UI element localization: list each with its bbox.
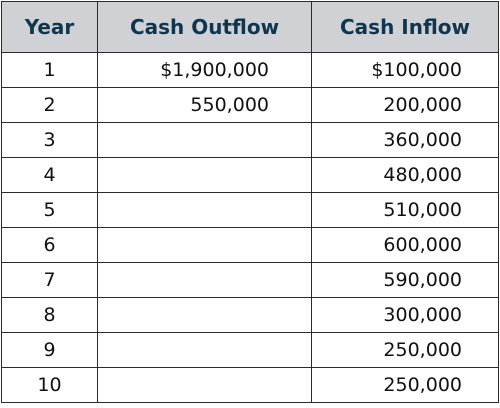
inflow-cell: 200,000 (311, 87, 499, 123)
inflow-cell: 300,000 (311, 297, 499, 333)
table-row: 10 250,000 (1, 367, 499, 403)
outflow-cell (97, 157, 312, 193)
table-row: 3 360,000 (1, 122, 499, 158)
inflow-cell: 480,000 (311, 157, 499, 193)
outflow-cell (97, 192, 312, 228)
outflow-cell (97, 297, 312, 333)
header-year: Year (1, 1, 98, 53)
table-row: 9 250,000 (1, 332, 499, 368)
inflow-cell: 590,000 (311, 262, 499, 298)
outflow-cell: $1,900,000 (97, 52, 312, 88)
year-cell: 3 (1, 122, 98, 158)
table-row: 4 480,000 (1, 157, 499, 193)
year-cell: 5 (1, 192, 98, 228)
inflow-cell: 360,000 (311, 122, 499, 158)
outflow-cell (97, 122, 312, 158)
outflow-cell (97, 227, 312, 263)
inflow-cell: $100,000 (311, 52, 499, 88)
year-cell: 10 (1, 367, 98, 403)
year-cell: 7 (1, 262, 98, 298)
outflow-cell (97, 332, 312, 368)
outflow-cell (97, 262, 312, 298)
year-cell: 2 (1, 87, 98, 123)
year-cell: 9 (1, 332, 98, 368)
year-cell: 8 (1, 297, 98, 333)
table-header-row: Year Cash Outflow Cash Inflow (1, 1, 499, 53)
header-cash-outflow: Cash Outflow (97, 1, 312, 53)
table-row: 7 590,000 (1, 262, 499, 298)
table-row: 6 600,000 (1, 227, 499, 263)
table-row: 5 510,000 (1, 192, 499, 228)
outflow-cell (97, 367, 312, 403)
inflow-cell: 600,000 (311, 227, 499, 263)
table-row: 2 550,000 200,000 (1, 87, 499, 123)
table-row: 8 300,000 (1, 297, 499, 333)
header-cash-inflow: Cash Inflow (311, 1, 499, 53)
inflow-cell: 250,000 (311, 367, 499, 403)
year-cell: 4 (1, 157, 98, 193)
inflow-cell: 510,000 (311, 192, 499, 228)
year-cell: 6 (1, 227, 98, 263)
inflow-cell: 250,000 (311, 332, 499, 368)
outflow-cell: 550,000 (97, 87, 312, 123)
table-row: 1 $1,900,000 $100,000 (1, 52, 499, 88)
year-cell: 1 (1, 52, 98, 88)
